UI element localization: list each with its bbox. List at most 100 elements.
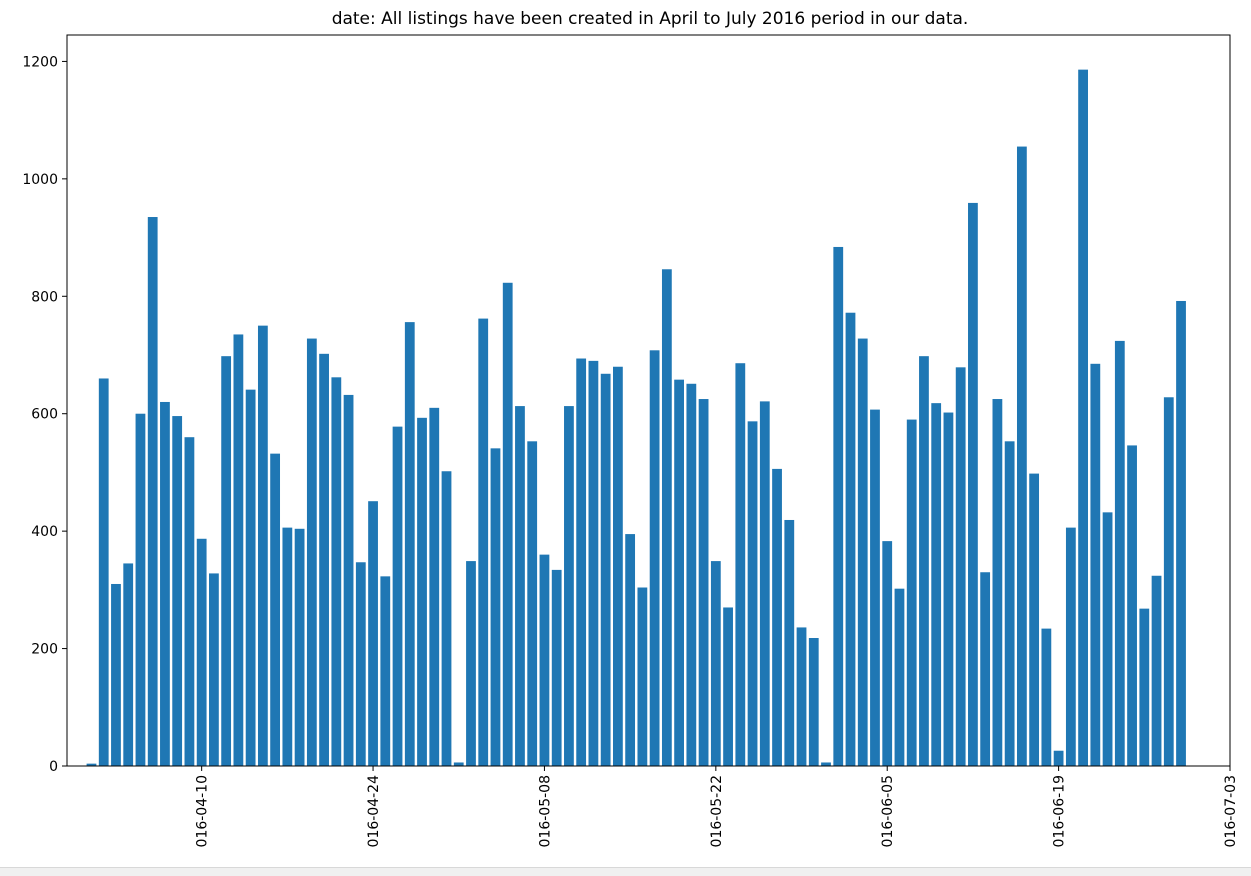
bar xyxy=(135,413,146,766)
bar xyxy=(160,401,170,766)
x-tick-label: 016-07-03 xyxy=(1223,775,1239,847)
bar xyxy=(98,378,109,766)
bar xyxy=(331,377,342,766)
bar xyxy=(625,534,636,766)
bar xyxy=(759,401,770,766)
bar xyxy=(955,367,966,766)
bar xyxy=(821,762,831,766)
bar xyxy=(1004,441,1015,766)
bar xyxy=(515,406,525,766)
bar xyxy=(919,356,929,766)
y-tick-label: 800 xyxy=(31,289,58,305)
bar xyxy=(270,453,281,766)
bar xyxy=(1029,473,1040,766)
bar xyxy=(319,353,329,766)
bar xyxy=(576,358,587,766)
bar xyxy=(1139,608,1150,766)
bar xyxy=(943,412,954,766)
bar xyxy=(1090,363,1101,766)
bar xyxy=(1127,445,1137,766)
bar xyxy=(784,519,795,766)
x-axis: 016-04-10 016-04-24 016-05-08 016-05-22 016-… xyxy=(195,766,1239,847)
y-tick-label: 1200 xyxy=(22,54,58,70)
y-axis: 0 200 400 600 800 1000 1200 xyxy=(22,54,67,775)
bar xyxy=(196,538,207,766)
bar xyxy=(123,563,134,766)
bar xyxy=(906,419,917,766)
bar xyxy=(368,501,378,766)
bar xyxy=(86,763,97,766)
bar xyxy=(257,325,268,766)
bar xyxy=(796,627,807,766)
bar xyxy=(551,569,562,766)
bar xyxy=(649,350,660,766)
bar xyxy=(172,416,183,766)
bar xyxy=(870,409,880,766)
y-tick-label: 1000 xyxy=(22,172,58,188)
bar xyxy=(845,312,856,766)
bar xyxy=(1078,69,1088,766)
plot-frame xyxy=(66,34,1231,767)
bars-group xyxy=(86,69,1186,767)
bar xyxy=(661,269,672,766)
bar xyxy=(637,587,648,766)
bar xyxy=(992,399,1003,766)
y-tick-label: 200 xyxy=(31,642,58,658)
bar xyxy=(686,383,697,766)
bar xyxy=(404,322,415,766)
bar xyxy=(478,318,489,766)
y-tick-label: 600 xyxy=(31,407,58,423)
bar xyxy=(564,406,574,766)
bar xyxy=(1041,628,1052,766)
bar xyxy=(306,338,317,766)
bar xyxy=(674,379,684,766)
bar xyxy=(1176,300,1186,766)
bar xyxy=(147,217,158,766)
bar xyxy=(1065,527,1076,766)
bar xyxy=(453,762,464,766)
bar xyxy=(441,471,452,766)
bar xyxy=(1114,340,1125,766)
bar xyxy=(1151,575,1162,766)
bar xyxy=(502,282,513,766)
bar xyxy=(613,366,623,766)
bar xyxy=(698,399,709,766)
bar xyxy=(1102,512,1113,766)
bar xyxy=(1053,750,1064,766)
bar xyxy=(343,394,354,766)
y-tick-label: 0 xyxy=(49,759,58,775)
bar xyxy=(380,576,391,766)
x-tick-label: 016-05-22 xyxy=(709,775,725,847)
bar xyxy=(429,407,440,766)
x-tick-label: 016-06-05 xyxy=(880,775,896,847)
bar xyxy=(1016,146,1027,766)
chart-title: date: All listings have been created in … xyxy=(332,9,969,29)
bottom-scrollbar[interactable] xyxy=(0,867,1251,876)
bar xyxy=(233,334,244,766)
bar xyxy=(282,527,293,766)
y-tick-label: 400 xyxy=(31,524,58,540)
bar xyxy=(980,572,991,766)
bar xyxy=(490,448,501,766)
bar xyxy=(808,638,819,766)
bar xyxy=(833,246,844,766)
bar xyxy=(747,421,758,766)
bar xyxy=(392,426,403,766)
bar xyxy=(527,441,538,766)
bar xyxy=(968,202,978,767)
x-tick-label: 016-04-24 xyxy=(366,775,382,848)
bar xyxy=(466,561,476,766)
bar xyxy=(209,573,219,766)
bar xyxy=(221,356,232,766)
bar xyxy=(245,389,256,766)
bar xyxy=(588,360,599,766)
bar xyxy=(857,338,868,766)
bar xyxy=(184,437,195,766)
bar xyxy=(417,417,427,766)
x-tick-label: 016-05-08 xyxy=(537,775,553,847)
bar xyxy=(1163,397,1174,766)
x-tick-label: 016-06-19 xyxy=(1052,775,1068,847)
bar xyxy=(355,562,366,766)
bar xyxy=(710,561,721,766)
